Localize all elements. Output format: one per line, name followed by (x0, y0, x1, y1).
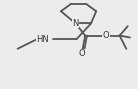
Text: N: N (72, 19, 79, 28)
Text: O: O (102, 31, 109, 40)
Text: HN: HN (36, 35, 49, 44)
Text: O: O (79, 49, 85, 58)
